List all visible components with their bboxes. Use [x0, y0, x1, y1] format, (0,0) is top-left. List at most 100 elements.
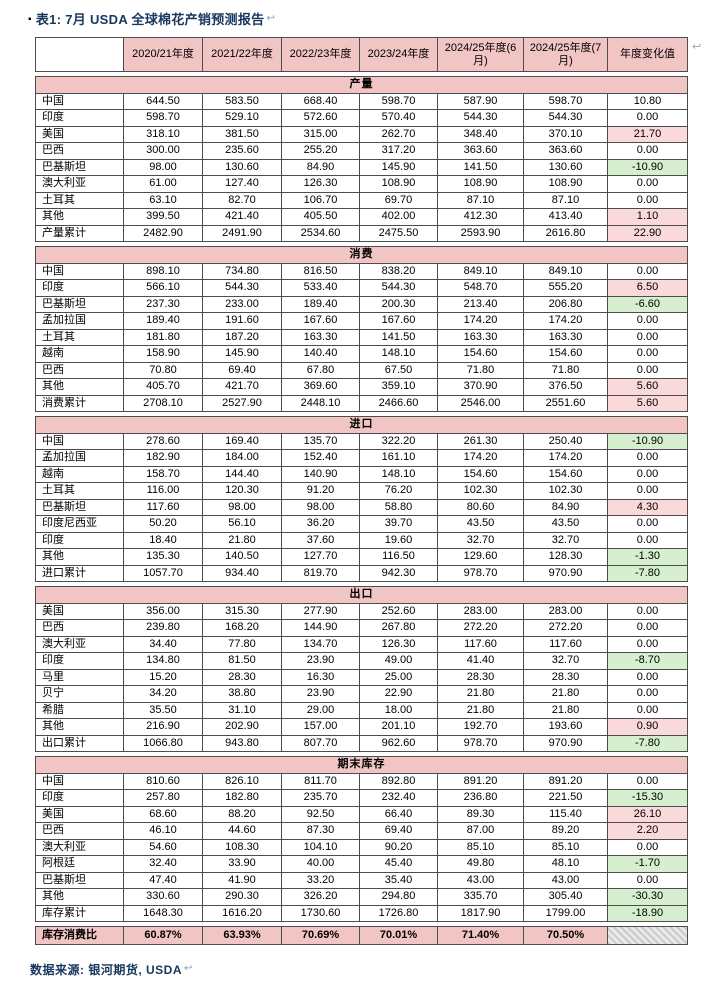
value-cell: 237.30: [124, 296, 203, 313]
row-label: 中国: [36, 93, 124, 110]
table-row: 越南 158.90 145.90 140.40 148.10 154.60 154.60 0.…: [36, 346, 688, 363]
table-row: 马里 15.20 28.30 16.30 25.00 28.30 28.30 0.00: [36, 669, 688, 686]
value-cell: 402.00: [360, 209, 438, 226]
row-label: 印度: [36, 653, 124, 670]
value-cell: 294.80: [360, 889, 438, 906]
change-value-cell: 0.00: [608, 686, 688, 703]
value-cell: 141.50: [438, 159, 524, 176]
value-cell: 318.10: [124, 126, 203, 143]
row-label: 印度: [36, 110, 124, 127]
change-value-cell: 0.00: [608, 466, 688, 483]
value-cell: 2466.60: [360, 395, 438, 412]
value-cell: 970.90: [524, 735, 608, 752]
value-cell: 128.30: [524, 549, 608, 566]
table-row: 孟加拉国 182.90 184.00 152.40 161.10 174.20 174.20…: [36, 450, 688, 467]
value-cell: 413.40: [524, 209, 608, 226]
change-value-cell: 0.00: [608, 669, 688, 686]
table-row: 美国 68.60 88.20 92.50 66.40 89.30 115.40 26.10: [36, 806, 688, 823]
table-row: 其他 135.30 140.50 127.70 116.50 129.60 128.30 -1…: [36, 549, 688, 566]
table-row: 其他 399.50 421.40 405.50 402.00 412.30 413.40 1.…: [36, 209, 688, 226]
value-cell: 54.60: [124, 839, 203, 856]
value-cell: 317.20: [360, 143, 438, 160]
table-row: 产量累计 2482.90 2491.90 2534.60 2475.50 2593.90 2…: [36, 225, 688, 242]
value-cell: 152.40: [282, 450, 360, 467]
footer-anchor-link-icon[interactable]: ↩: [184, 963, 193, 974]
value-cell: 61.00: [124, 176, 203, 193]
value-cell: 2546.00: [438, 395, 524, 412]
value-cell: 76.20: [360, 483, 438, 500]
table-row: 越南 158.70 144.40 140.90 148.10 154.60 154.60 0.…: [36, 466, 688, 483]
corner-cell: [36, 38, 124, 72]
change-value-cell: 0.00: [608, 483, 688, 500]
value-cell: 85.10: [524, 839, 608, 856]
value-cell: 191.60: [203, 313, 282, 330]
change-value-cell: -1.30: [608, 549, 688, 566]
change-value-cell: 0.00: [608, 313, 688, 330]
margin-anchor-link-icon[interactable]: ↩: [692, 41, 702, 53]
table-row: 巴基斯坦 98.00 130.60 84.90 145.90 141.50 130.60 -1…: [36, 159, 688, 176]
value-cell: 163.30: [438, 329, 524, 346]
value-cell: 56.10: [203, 516, 282, 533]
value-cell: 49.80: [438, 856, 524, 873]
value-cell: 335.70: [438, 889, 524, 906]
value-cell: 35.40: [360, 872, 438, 889]
value-cell: 89.20: [524, 823, 608, 840]
row-label: 贝宁: [36, 686, 124, 703]
table-row: 印度 134.80 81.50 23.90 49.00 41.40 32.70 -8.70: [36, 653, 688, 670]
table-row: 出口累计 1066.80 943.80 807.70 962.60 978.70 970.9…: [36, 735, 688, 752]
change-value-cell: 0.00: [608, 773, 688, 790]
value-cell: 44.60: [203, 823, 282, 840]
change-value-cell: 0.00: [608, 839, 688, 856]
change-value-cell: -18.90: [608, 905, 688, 922]
value-cell: 192.70: [438, 719, 524, 736]
change-value-cell: 0.00: [608, 263, 688, 280]
value-cell: 370.90: [438, 379, 524, 396]
value-cell: 363.60: [438, 143, 524, 160]
value-cell: 544.30: [203, 280, 282, 297]
row-label: 马里: [36, 669, 124, 686]
value-cell: 140.50: [203, 549, 282, 566]
value-cell: 181.80: [124, 329, 203, 346]
change-value-cell: 5.60: [608, 395, 688, 412]
value-cell: 277.90: [282, 603, 360, 620]
section-block: 产量 中国 644.50 583.50 668.40 598.70 587.90 598.70…: [35, 76, 688, 242]
value-cell: 168.20: [203, 620, 282, 637]
change-value-cell: 4.30: [608, 499, 688, 516]
change-value-cell: 0.90: [608, 719, 688, 736]
value-cell: 201.10: [360, 719, 438, 736]
value-cell: 174.20: [524, 450, 608, 467]
value-cell: 544.30: [360, 280, 438, 297]
value-cell: 555.20: [524, 280, 608, 297]
value-cell: 18.00: [360, 702, 438, 719]
value-cell: 2551.60: [524, 395, 608, 412]
value-cell: 158.70: [124, 466, 203, 483]
value-cell: 85.10: [438, 839, 524, 856]
table-row: 孟加拉国 189.40 191.60 167.60 167.60 174.20 174.20…: [36, 313, 688, 330]
value-cell: 1066.80: [124, 735, 203, 752]
value-cell: 356.00: [124, 603, 203, 620]
value-cell: 587.90: [438, 93, 524, 110]
value-cell: 182.90: [124, 450, 203, 467]
value-cell: 82.70: [203, 192, 282, 209]
table-row: 巴西 239.80 168.20 144.90 267.80 272.20 272.20 0.…: [36, 620, 688, 637]
table-row: 土耳其 181.80 187.20 163.30 141.50 163.30 163.30 0…: [36, 329, 688, 346]
value-cell: 41.90: [203, 872, 282, 889]
value-cell: 21.80: [438, 702, 524, 719]
table-row: 其他 216.90 202.90 157.00 201.10 192.70 193.60 0.…: [36, 719, 688, 736]
title-anchor-link-icon[interactable]: ↩: [266, 13, 276, 24]
section-title: 出口: [36, 587, 688, 604]
value-cell: 108.90: [524, 176, 608, 193]
value-cell: 163.30: [282, 329, 360, 346]
value-cell: 28.30: [203, 669, 282, 686]
value-cell: 811.70: [282, 773, 360, 790]
value-cell: 300.00: [124, 143, 203, 160]
value-cell: 261.30: [438, 433, 524, 450]
value-cell: 135.70: [282, 433, 360, 450]
table-row: 土耳其 116.00 120.30 91.20 76.20 102.30 102.30 0.0…: [36, 483, 688, 500]
section-block: 进口 中国 278.60 169.40 135.70 322.20 261.30 250.40…: [35, 416, 688, 582]
value-cell: 29.00: [282, 702, 360, 719]
value-cell: 810.60: [124, 773, 203, 790]
change-value-cell: 0.00: [608, 872, 688, 889]
row-label: 出口累计: [36, 735, 124, 752]
row-label: 其他: [36, 719, 124, 736]
